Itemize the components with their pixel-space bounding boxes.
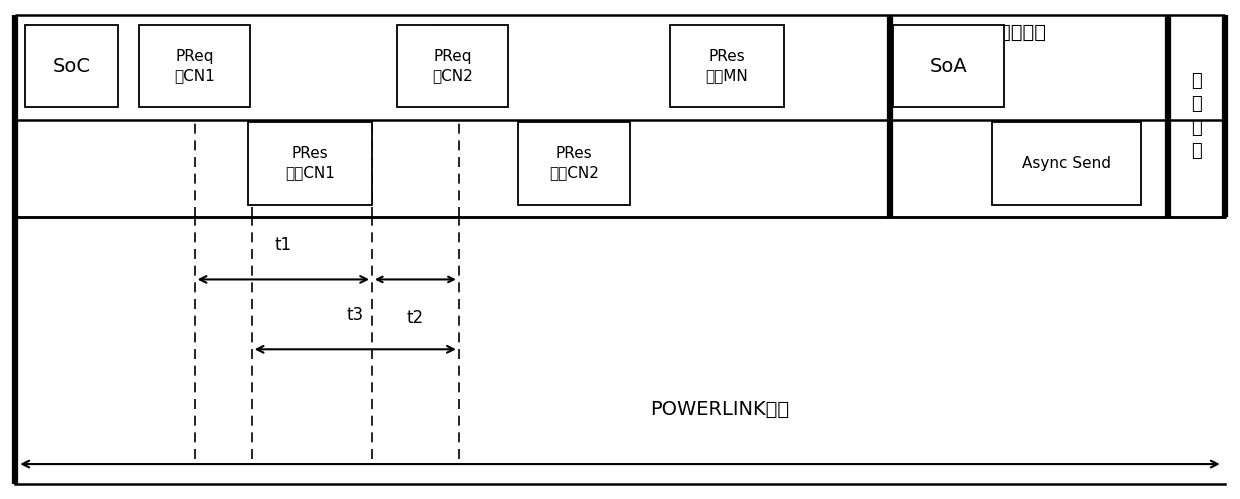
Text: PRes
来自MN: PRes 来自MN <box>706 49 748 83</box>
Text: PReq
至CN2: PReq 至CN2 <box>433 49 472 83</box>
Text: PReq
至CN1: PReq 至CN1 <box>175 49 215 83</box>
Text: 等时同步阶段: 等时同步阶段 <box>436 23 506 42</box>
FancyBboxPatch shape <box>518 122 630 205</box>
Text: 空
闲
阶
段: 空 闲 阶 段 <box>1192 72 1202 160</box>
Text: t3: t3 <box>347 306 363 324</box>
FancyBboxPatch shape <box>893 25 1004 107</box>
Text: Async Send: Async Send <box>1022 156 1111 171</box>
FancyBboxPatch shape <box>992 122 1141 205</box>
FancyBboxPatch shape <box>248 122 372 205</box>
Text: PRes
来自CN1: PRes 来自CN1 <box>285 146 335 181</box>
Text: POWERLINK周期: POWERLINK周期 <box>650 400 789 419</box>
Text: SoC: SoC <box>52 56 91 76</box>
FancyBboxPatch shape <box>139 25 250 107</box>
FancyBboxPatch shape <box>397 25 508 107</box>
Text: t2: t2 <box>407 309 424 327</box>
FancyBboxPatch shape <box>670 25 784 107</box>
Text: SoA: SoA <box>930 56 967 76</box>
Text: PRes
来自CN2: PRes 来自CN2 <box>549 146 599 181</box>
Text: 异步阶段: 异步阶段 <box>999 23 1047 42</box>
Text: t1: t1 <box>275 237 291 254</box>
FancyBboxPatch shape <box>25 25 118 107</box>
